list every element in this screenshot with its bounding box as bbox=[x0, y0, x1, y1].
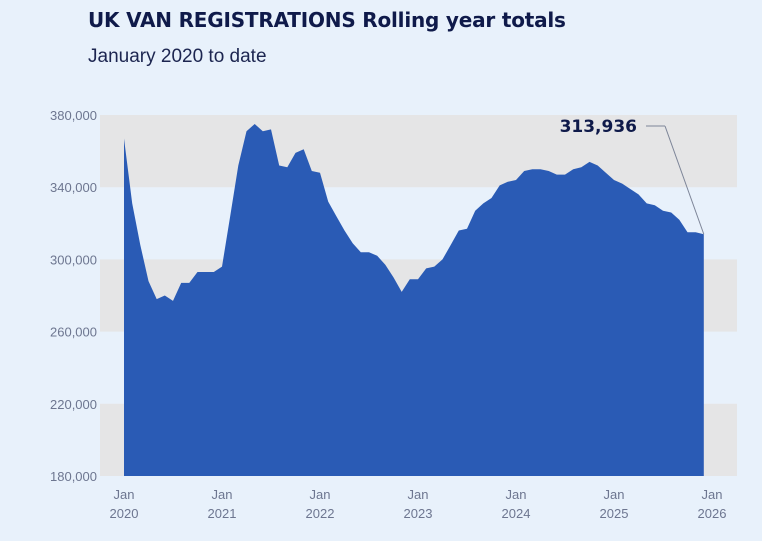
last-value-callout: 313,936 bbox=[560, 117, 705, 235]
chart-header: UK VAN REGISTRATIONS Rolling year totals… bbox=[88, 8, 566, 68]
x-tick-label-year: 2024 bbox=[502, 506, 531, 521]
x-tick-label-month: Jan bbox=[702, 487, 723, 502]
x-tick-label-month: Jan bbox=[114, 487, 135, 502]
x-axis: Jan 2020 Jan 2021 Jan 2022 Jan 2023 Jan 2024 Jan 20… bbox=[110, 487, 727, 521]
x-tick-label-year: 2020 bbox=[110, 506, 139, 521]
y-tick-label: 260,000 bbox=[50, 325, 97, 340]
x-tick-label-year: 2025 bbox=[600, 506, 629, 521]
x-tick-label-month: Jan bbox=[604, 487, 625, 502]
x-tick-label-month: Jan bbox=[506, 487, 527, 502]
series-area-layer bbox=[124, 124, 704, 476]
x-tick-label-year: 2021 bbox=[208, 506, 237, 521]
y-tick-label: 340,000 bbox=[50, 180, 97, 195]
chart-title: UK VAN REGISTRATIONS Rolling year totals bbox=[88, 8, 566, 32]
chart-subtitle: January 2020 to date bbox=[88, 46, 267, 67]
y-tick-label: 220,000 bbox=[50, 397, 97, 412]
y-tick-label: 180,000 bbox=[50, 469, 97, 484]
x-tick-label-month: Jan bbox=[310, 487, 331, 502]
series-area bbox=[124, 124, 704, 476]
y-tick-label: 300,000 bbox=[50, 252, 97, 267]
y-tick-label: 380,000 bbox=[50, 108, 97, 123]
grid-band bbox=[100, 115, 737, 188]
x-tick-label-month: Jan bbox=[212, 487, 233, 502]
x-tick-label-year: 2026 bbox=[698, 506, 727, 521]
callout-leader bbox=[664, 125, 705, 235]
y-axis: 180,000 220,000 260,000 300,000 340,000 380,0… bbox=[50, 108, 97, 484]
x-tick-label-year: 2023 bbox=[404, 506, 433, 521]
x-tick-label-month: Jan bbox=[408, 487, 429, 502]
callout-label: 313,936 bbox=[560, 117, 637, 137]
x-tick-label-year: 2022 bbox=[306, 506, 335, 521]
